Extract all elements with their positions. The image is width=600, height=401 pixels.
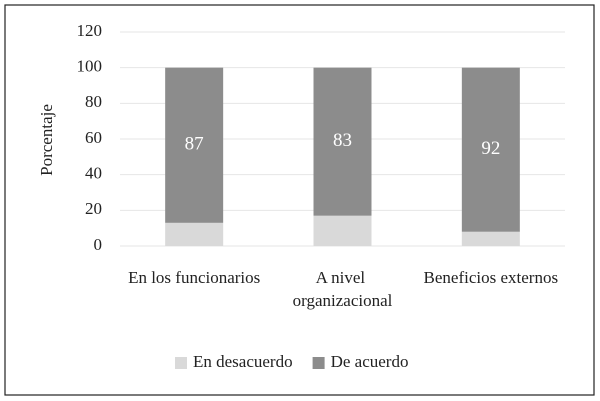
x-tick-label: En los funcionarios: [128, 268, 260, 287]
data-label: 92: [481, 138, 500, 159]
y-tick-label: 0: [94, 235, 103, 254]
legend-label: De acuerdo: [331, 352, 409, 371]
legend-label: En desacuerdo: [193, 352, 293, 371]
y-tick-label: 120: [77, 21, 103, 40]
x-tick-label: A nivel organizacional: [293, 268, 393, 310]
y-tick-label: 40: [85, 164, 102, 183]
y-tick-label: 20: [85, 199, 102, 218]
bar-segment: [165, 67, 224, 223]
y-tick-label: 60: [85, 128, 102, 147]
bar-segment: [165, 222, 224, 246]
legend-swatch: [312, 357, 325, 369]
bar-segment: [313, 215, 372, 246]
y-tick-label: 100: [77, 57, 103, 76]
bar-segment: [313, 67, 372, 216]
bar-segment: [461, 231, 520, 246]
y-tick-label: 80: [85, 92, 102, 111]
legend-swatch: [175, 357, 187, 369]
data-label: 83: [333, 130, 352, 151]
bar-segment: [461, 67, 520, 232]
data-label: 87: [185, 134, 204, 155]
y-axis-label: Porcentaje: [37, 104, 56, 176]
x-tick-label: Beneficios externos: [424, 268, 559, 287]
